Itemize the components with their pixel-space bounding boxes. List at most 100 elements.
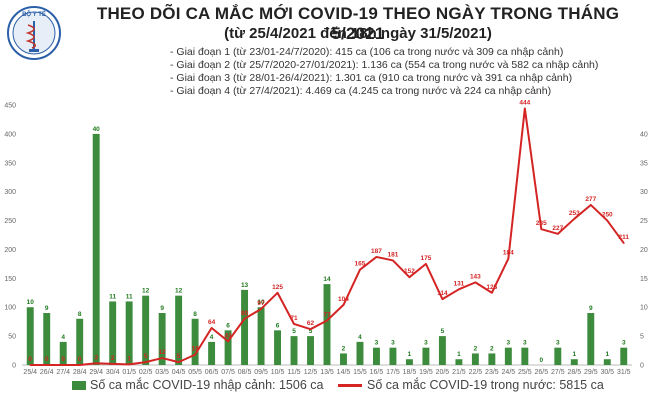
x-tick-label: 29/4 bbox=[89, 369, 103, 376]
bar-value-label: 3 bbox=[507, 340, 511, 347]
bar-value-label: 5 bbox=[441, 328, 445, 335]
line-point bbox=[392, 259, 394, 262]
line-point bbox=[342, 304, 345, 306]
line-point bbox=[293, 323, 295, 325]
y-right-tick-label: 10 bbox=[640, 305, 648, 312]
x-tick-label: 22/5 bbox=[469, 369, 483, 376]
x-tick-label: 10/5 bbox=[271, 369, 285, 376]
line-value-label: 80 bbox=[241, 310, 249, 317]
line-value-label: 0 bbox=[45, 356, 49, 363]
line-value-label: 2 bbox=[111, 355, 115, 362]
x-tick-label: 12/5 bbox=[304, 369, 318, 376]
x-tick-label: 28/4 bbox=[73, 369, 87, 376]
line-value-label: 0 bbox=[61, 356, 65, 363]
y-left-tick-label: 450 bbox=[4, 103, 16, 110]
page-subtitle: (từ 25/4/2021 đến 18h ngày 31/5/2021) bbox=[224, 25, 492, 42]
line-point bbox=[95, 362, 97, 365]
line-point bbox=[161, 357, 163, 359]
x-tick-label: 31/5 bbox=[617, 369, 631, 376]
bar bbox=[504, 347, 512, 365]
y-right-tick-label: 5 bbox=[640, 334, 644, 341]
line-point bbox=[474, 281, 477, 284]
bar bbox=[191, 318, 199, 365]
legend-line-swatch bbox=[338, 384, 362, 388]
x-tick-label: 26/4 bbox=[40, 369, 54, 376]
bar bbox=[43, 313, 51, 365]
y-right-tick-label: 0 bbox=[640, 363, 644, 370]
bar bbox=[455, 359, 463, 365]
x-tick-label: 02/5 bbox=[139, 369, 153, 376]
line-point bbox=[573, 218, 576, 220]
x-tick-label: 17/5 bbox=[386, 369, 400, 376]
line-point bbox=[45, 364, 48, 366]
x-tick-label: 21/5 bbox=[452, 369, 466, 376]
x-tick-label: 18/5 bbox=[403, 369, 417, 376]
line-point bbox=[243, 317, 246, 320]
bar bbox=[59, 341, 67, 365]
line-value-label: 62 bbox=[307, 320, 315, 327]
bar bbox=[471, 353, 479, 365]
bar-value-label: 0 bbox=[540, 357, 544, 364]
bar bbox=[158, 313, 166, 365]
bar-value-label: 13 bbox=[241, 282, 249, 289]
x-tick-label: 30/5 bbox=[600, 369, 614, 376]
x-tick-label: 07/5 bbox=[221, 369, 235, 376]
bar-value-label: 3 bbox=[391, 340, 395, 347]
bar bbox=[208, 341, 216, 365]
y-left-tick-label: 200 bbox=[4, 247, 16, 254]
y-left-tick-label: 350 bbox=[4, 160, 16, 167]
bar bbox=[290, 336, 298, 365]
line-value-label: 77 bbox=[323, 312, 331, 319]
x-tick-label: 26/5 bbox=[535, 369, 549, 376]
bar-value-label: 3 bbox=[523, 340, 527, 347]
phase-summary: - Giai đoạn 1 (từ 23/01-24/7/2020): 415 … bbox=[170, 46, 598, 98]
bar bbox=[340, 353, 347, 365]
bar-value-label: 9 bbox=[45, 305, 49, 312]
line-point bbox=[260, 308, 262, 310]
bar bbox=[372, 347, 380, 365]
bar-value-label: 11 bbox=[126, 293, 133, 300]
bar bbox=[92, 133, 100, 365]
bar-value-label: 8 bbox=[193, 311, 197, 318]
line-point bbox=[606, 219, 609, 222]
bar-value-label: 11 bbox=[109, 293, 116, 300]
x-tick-label: 30/4 bbox=[106, 369, 120, 376]
bar-value-label: 10 bbox=[27, 299, 35, 306]
logo-text: BỘ Y TẾ bbox=[22, 10, 46, 18]
y-right-tick-label: 25 bbox=[640, 218, 648, 225]
line-value-label: 277 bbox=[585, 196, 596, 203]
y-left-tick-label: 400 bbox=[4, 131, 16, 138]
line-point bbox=[227, 340, 229, 343]
line-point bbox=[128, 363, 130, 366]
line-value-label: 3 bbox=[94, 354, 98, 361]
bar-value-label: 3 bbox=[424, 340, 428, 347]
x-tick-label: 04/5 bbox=[172, 369, 186, 376]
y-left-tick-label: 250 bbox=[4, 218, 16, 225]
bar-value-label: 4 bbox=[358, 334, 362, 341]
line-point bbox=[326, 319, 328, 322]
line-value-label: 227 bbox=[552, 225, 563, 232]
bar bbox=[422, 347, 430, 365]
line-point bbox=[210, 327, 213, 329]
line-value-label: 5 bbox=[144, 353, 148, 360]
line-point bbox=[458, 288, 460, 291]
bar bbox=[389, 347, 397, 365]
x-tick-label: 16/5 bbox=[370, 369, 384, 376]
bar-value-label: 12 bbox=[175, 288, 183, 295]
y-left-tick-label: 50 bbox=[8, 334, 16, 341]
legend-line: Số ca mắc COVID-19 trong nước: 5815 ca bbox=[338, 378, 604, 392]
bar bbox=[175, 295, 183, 365]
line-value-label: 1 bbox=[127, 355, 131, 362]
bar-value-label: 5 bbox=[309, 328, 313, 335]
bar-value-label: 1 bbox=[457, 351, 461, 358]
line-value-label: 0 bbox=[28, 356, 32, 363]
bar-value-label: 2 bbox=[342, 345, 346, 352]
line-point bbox=[111, 363, 114, 365]
x-tick-label: 03/5 bbox=[155, 369, 169, 376]
bar bbox=[142, 295, 150, 365]
line-value-label: 125 bbox=[272, 284, 283, 291]
bar-value-label: 3 bbox=[622, 340, 626, 347]
line-point bbox=[78, 364, 81, 366]
line-value-label: 187 bbox=[371, 248, 382, 255]
